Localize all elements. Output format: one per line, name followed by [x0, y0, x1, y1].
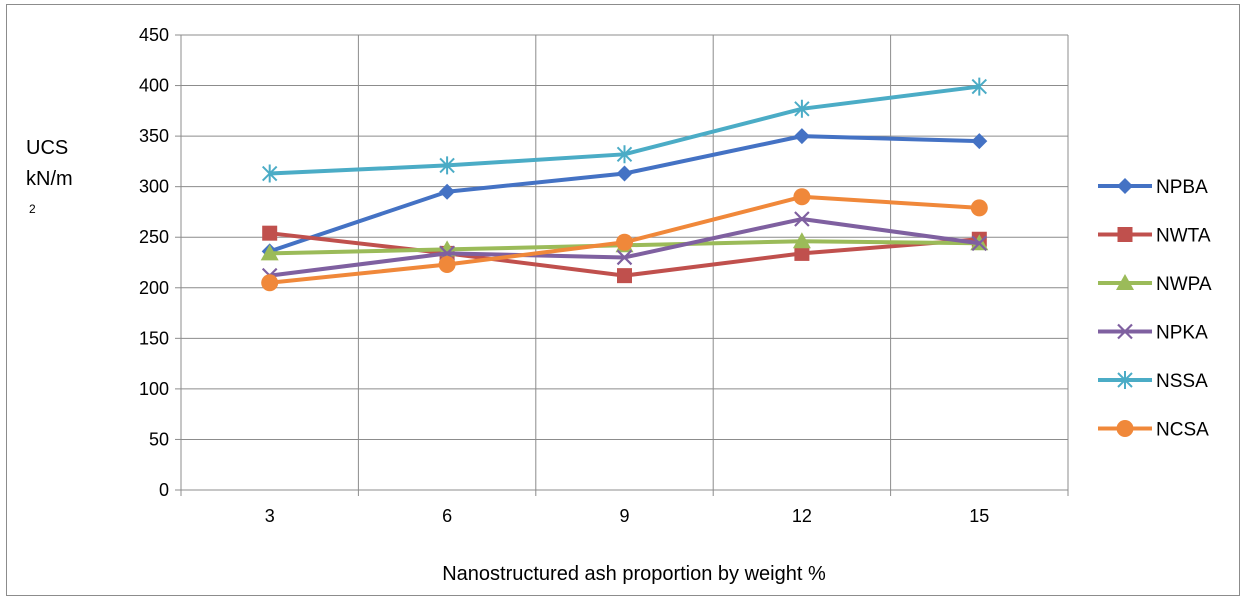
triangle-marker-shape: [1116, 274, 1134, 290]
data-point-npka: [794, 211, 810, 227]
y-tick-label: 150: [139, 328, 169, 348]
y-tick-label: 450: [139, 25, 169, 45]
diamond-marker-shape: [439, 183, 456, 200]
x-marker-shape: [616, 249, 633, 266]
legend-item-nwta: NWTA: [1098, 226, 1211, 247]
legend-label-ncsa: NCSA: [1156, 420, 1209, 441]
data-point-npba: [439, 183, 456, 200]
data-point-nssa: [616, 145, 633, 164]
axes: [175, 34, 1069, 496]
data-point-ncsa: [261, 274, 279, 292]
chart-frame: [6, 4, 1240, 596]
x-tick-label: 9: [619, 506, 629, 526]
square-marker-shape: [1117, 227, 1133, 242]
diamond-marker-shape: [971, 133, 988, 150]
legend-item-npba: NPBA: [1098, 177, 1208, 198]
gridlines: [180, 34, 1069, 491]
legend-item-nssa: NSSA: [1098, 371, 1208, 392]
triangle-marker-shape: [260, 244, 279, 261]
legend-label-npba: NPBA: [1156, 177, 1208, 198]
data-point-ncsa: [970, 199, 988, 217]
x-tick-label: 6: [442, 506, 452, 526]
y-axis-title-line-2: kN/m: [26, 168, 73, 190]
legend-marker-nwpa: [1116, 274, 1134, 290]
series-nssa: [261, 77, 988, 183]
legend-label-nssa: NSSA: [1156, 371, 1208, 392]
x-tick-label: 15: [969, 506, 989, 526]
circle-marker-shape: [1116, 420, 1134, 437]
legend-item-npka: NPKA: [1098, 323, 1208, 344]
data-point-nwta: [617, 268, 632, 284]
data-point-ncsa: [793, 188, 811, 206]
data-point-npba: [971, 133, 988, 150]
circle-marker-shape: [793, 188, 811, 206]
data-point-nssa: [794, 99, 810, 118]
y-axis-title-line-1: UCS: [26, 137, 68, 159]
star-marker-shape: [794, 99, 810, 118]
legend: NPBA NWTA NWPA NPKA NSSA NCSA: [1098, 177, 1212, 441]
x-marker-shape: [794, 211, 810, 227]
star-marker-shape: [616, 145, 633, 164]
data-point-nssa: [439, 156, 455, 175]
x-tick-label: 3: [265, 506, 275, 526]
data-point-ncsa: [616, 233, 633, 251]
legend-label-nwta: NWTA: [1156, 226, 1211, 247]
circle-marker-shape: [261, 274, 279, 292]
square-marker-shape: [617, 268, 632, 284]
y-tick-label: 400: [139, 76, 169, 96]
legend-marker-nssa: [1117, 371, 1133, 389]
triangle-marker-shape: [792, 232, 811, 249]
legend-marker-nwta: [1117, 227, 1133, 242]
data-point-nssa: [971, 77, 988, 96]
star-marker-shape: [1117, 371, 1133, 389]
data-point-npka: [971, 235, 988, 252]
square-marker-shape: [262, 225, 278, 241]
data-point-ncsa: [438, 256, 456, 274]
data-point-npka: [616, 249, 633, 266]
y-tick-label: 300: [139, 177, 169, 197]
legend-marker-ncsa: [1116, 420, 1134, 437]
circle-marker-shape: [970, 199, 988, 217]
y-tick-label: 200: [139, 278, 169, 298]
data-point-nwpa: [260, 244, 279, 261]
y-tick-label: 250: [139, 227, 169, 247]
diamond-marker-shape: [793, 128, 810, 145]
legend-marker-npba: [1117, 178, 1133, 194]
x-marker-shape: [971, 235, 988, 252]
y-axis-title-line-3: 2: [29, 202, 36, 216]
legend-label-npka: NPKA: [1156, 323, 1208, 344]
data-point-nwta: [262, 225, 278, 241]
legend-item-ncsa: NCSA: [1098, 420, 1209, 441]
y-tick-label: 0: [159, 480, 169, 500]
circle-marker-shape: [616, 233, 633, 251]
x-marker-shape: [1117, 323, 1133, 340]
diamond-marker-shape: [1117, 178, 1133, 194]
data-point-npba: [616, 165, 633, 182]
series-layer: [260, 77, 989, 292]
data-point-nwpa: [792, 232, 811, 249]
diamond-marker-shape: [616, 165, 633, 182]
square-marker-shape: [794, 245, 810, 261]
y-tick-label: 50: [149, 429, 169, 449]
circle-marker-shape: [438, 256, 456, 274]
tick-labels: 0 50 100 150 200 250 300 350 400 450 3 6 9 12 15: [139, 25, 989, 526]
data-point-nwta: [794, 245, 810, 261]
star-marker-shape: [971, 77, 988, 96]
y-tick-label: 350: [139, 126, 169, 146]
star-marker-shape: [439, 156, 455, 175]
series-ncsa: [261, 188, 988, 292]
y-tick-label: 100: [139, 379, 169, 399]
data-point-npba: [793, 128, 810, 145]
data-point-nssa: [261, 164, 278, 183]
x-tick-label: 12: [792, 506, 812, 526]
star-marker-shape: [261, 164, 278, 183]
legend-label-nwpa: NWPA: [1156, 274, 1212, 295]
x-axis-title: Nanostructured ash proportion by weight …: [442, 563, 826, 585]
legend-item-nwpa: NWPA: [1098, 274, 1212, 295]
legend-marker-npka: [1117, 323, 1133, 340]
